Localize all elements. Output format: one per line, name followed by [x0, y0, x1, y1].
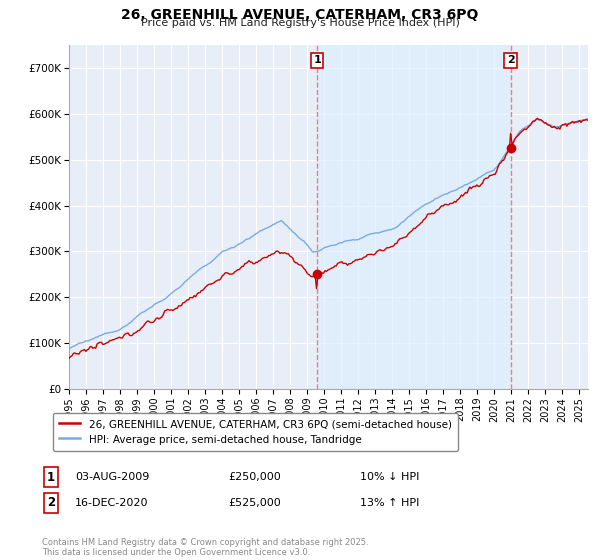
Text: 10% ↓ HPI: 10% ↓ HPI [360, 472, 419, 482]
Text: 2: 2 [507, 55, 515, 66]
Bar [317, 45, 511, 389]
Text: £525,000: £525,000 [228, 498, 281, 508]
Text: Price paid vs. HM Land Registry's House Price Index (HPI): Price paid vs. HM Land Registry's House … [140, 18, 460, 29]
Text: £250,000: £250,000 [228, 472, 281, 482]
Text: Contains HM Land Registry data © Crown copyright and database right 2025.
This d: Contains HM Land Registry data © Crown c… [42, 538, 368, 557]
Text: 13% ↑ HPI: 13% ↑ HPI [360, 498, 419, 508]
Legend: 26, GREENHILL AVENUE, CATERHAM, CR3 6PQ (semi-detached house), HPI: Average pric: 26, GREENHILL AVENUE, CATERHAM, CR3 6PQ … [53, 413, 458, 451]
Text: 26, GREENHILL AVENUE, CATERHAM, CR3 6PQ: 26, GREENHILL AVENUE, CATERHAM, CR3 6PQ [121, 8, 479, 22]
Text: 1: 1 [47, 470, 55, 484]
Text: 1: 1 [313, 55, 321, 66]
Text: 16-DEC-2020: 16-DEC-2020 [75, 498, 149, 508]
Text: 03-AUG-2009: 03-AUG-2009 [75, 472, 149, 482]
Text: 2: 2 [47, 496, 55, 510]
